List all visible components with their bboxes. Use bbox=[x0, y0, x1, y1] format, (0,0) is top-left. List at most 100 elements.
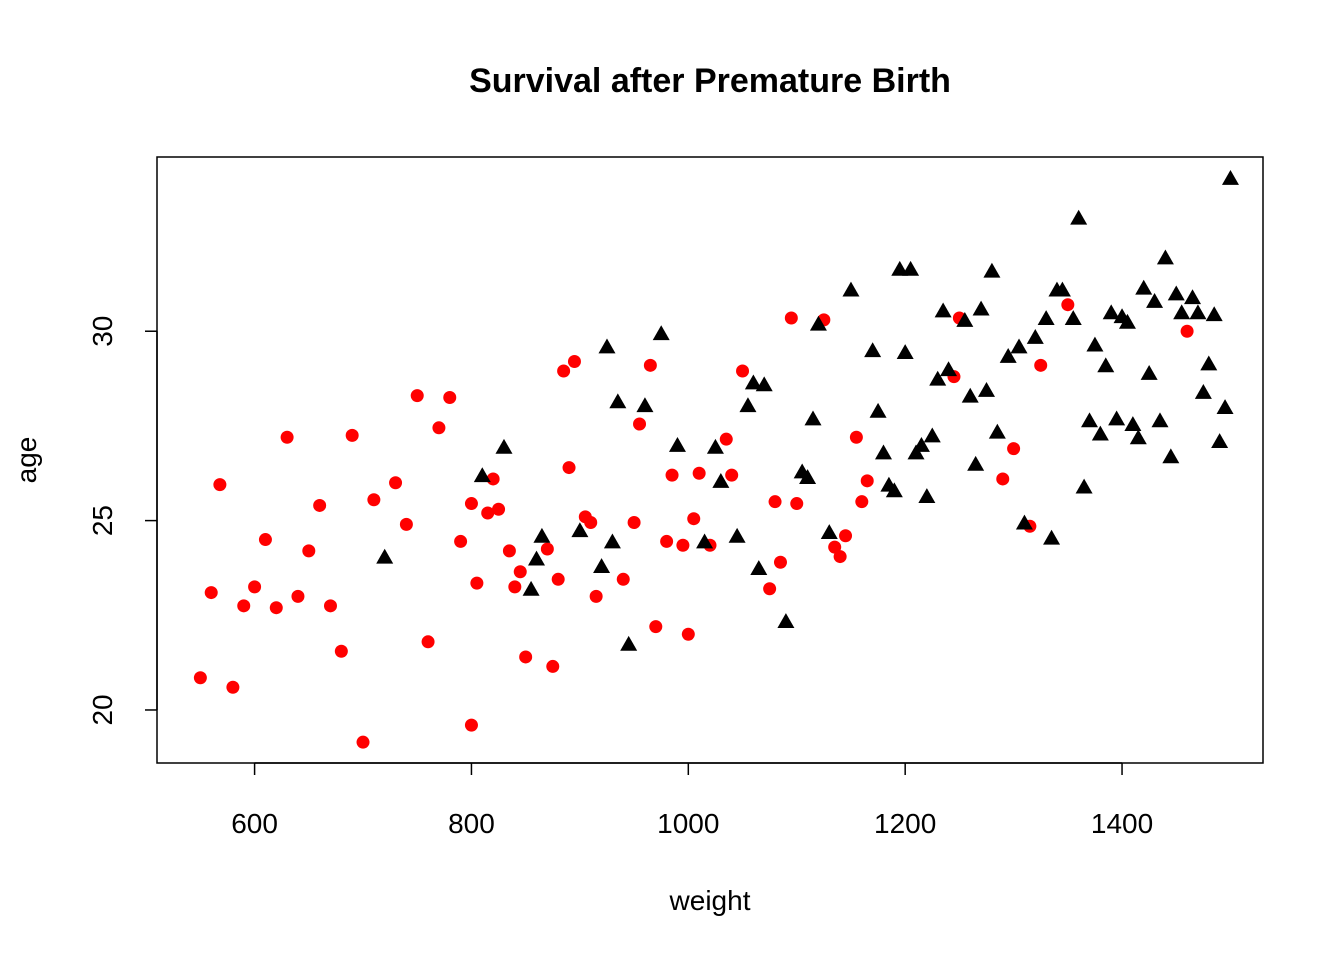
data-point-circle bbox=[773, 555, 787, 569]
data-point-circle bbox=[681, 627, 695, 641]
data-point-circle bbox=[291, 589, 305, 603]
plot-area-frame bbox=[156, 156, 1264, 764]
data-point-triangle bbox=[1070, 209, 1088, 225]
data-point-circle bbox=[454, 534, 468, 548]
data-point-triangle bbox=[972, 300, 990, 316]
data-point-triangle bbox=[961, 387, 979, 403]
y-tick-label: 20 bbox=[87, 694, 118, 725]
data-point-triangle bbox=[1129, 429, 1147, 445]
data-point-circle bbox=[345, 428, 359, 442]
data-point-triangle bbox=[636, 397, 654, 413]
data-point-circle bbox=[389, 476, 403, 490]
data-point-triangle bbox=[1135, 279, 1153, 295]
data-point-circle bbox=[736, 364, 750, 378]
data-point-triangle bbox=[891, 260, 909, 276]
data-point-circle bbox=[584, 515, 598, 529]
data-point-triangle bbox=[593, 558, 611, 574]
data-point-triangle bbox=[620, 635, 638, 651]
data-point-circle bbox=[546, 659, 560, 673]
data-point-circle bbox=[562, 461, 576, 475]
data-point-triangle bbox=[376, 548, 394, 564]
data-point-triangle bbox=[1221, 169, 1239, 185]
data-point-triangle bbox=[1026, 329, 1044, 344]
data-point-triangle bbox=[522, 580, 540, 596]
y-axis: 20 25 30 bbox=[87, 316, 158, 726]
data-point-circle bbox=[302, 544, 316, 558]
data-point-circle bbox=[849, 430, 863, 444]
data-point-triangle bbox=[1086, 336, 1104, 352]
data-point-circle bbox=[833, 550, 847, 564]
data-point-circle bbox=[692, 466, 706, 480]
data-point-circle bbox=[204, 586, 218, 600]
data-point-triangle bbox=[668, 436, 686, 452]
data-point-triangle bbox=[652, 325, 670, 341]
data-point-circle bbox=[790, 497, 804, 511]
data-point-triangle bbox=[923, 427, 941, 443]
data-point-circle bbox=[193, 671, 207, 685]
data-point-circle bbox=[768, 495, 782, 509]
data-points bbox=[193, 169, 1239, 749]
data-point-circle bbox=[508, 580, 522, 594]
data-point-triangle bbox=[956, 311, 974, 327]
data-point-triangle bbox=[706, 438, 724, 454]
data-point-circle bbox=[513, 565, 527, 579]
data-point-triangle bbox=[739, 397, 757, 413]
data-point-circle bbox=[633, 417, 647, 431]
data-point-triangle bbox=[728, 527, 746, 543]
data-point-circle bbox=[540, 542, 554, 556]
data-point-triangle bbox=[902, 260, 920, 276]
data-point-circle bbox=[1034, 358, 1048, 372]
data-point-triangle bbox=[929, 370, 947, 386]
data-point-circle bbox=[481, 506, 495, 520]
x-tick-label: 1400 bbox=[1091, 808, 1153, 839]
data-point-triangle bbox=[1118, 313, 1136, 329]
data-point-circle bbox=[248, 580, 262, 594]
data-point-triangle bbox=[1053, 281, 1071, 297]
data-point-circle bbox=[567, 355, 581, 369]
data-point-circle bbox=[432, 421, 446, 435]
data-point-triangle bbox=[912, 436, 930, 452]
data-point-circle bbox=[1007, 442, 1021, 456]
data-point-triangle bbox=[1216, 399, 1234, 414]
data-point-circle bbox=[1180, 324, 1194, 338]
data-point-triangle bbox=[809, 315, 827, 331]
data-point-circle bbox=[464, 718, 478, 732]
x-tick-label: 1200 bbox=[874, 808, 936, 839]
data-point-triangle bbox=[750, 560, 768, 575]
data-point-circle bbox=[725, 468, 739, 482]
data-point-circle bbox=[855, 495, 869, 509]
data-point-circle bbox=[399, 517, 413, 531]
data-point-triangle bbox=[1146, 293, 1164, 308]
data-point-triangle bbox=[1167, 285, 1185, 301]
data-point-triangle bbox=[571, 522, 589, 538]
data-point-circle bbox=[643, 358, 657, 372]
x-tick-label: 600 bbox=[231, 808, 278, 839]
data-point-triangle bbox=[907, 444, 925, 460]
data-point-triangle bbox=[1173, 304, 1191, 320]
data-point-triangle bbox=[1211, 433, 1229, 449]
data-point-triangle bbox=[820, 524, 838, 539]
data-point-triangle bbox=[1140, 365, 1158, 380]
data-point-circle bbox=[649, 620, 663, 634]
data-point-circle bbox=[839, 529, 853, 543]
data-point-triangle bbox=[528, 550, 546, 566]
data-point-triangle bbox=[940, 361, 958, 377]
data-point-circle bbox=[687, 512, 701, 526]
data-point-circle bbox=[519, 650, 533, 664]
data-point-circle bbox=[313, 498, 327, 512]
y-tick-label: 25 bbox=[87, 505, 118, 536]
data-point-triangle bbox=[473, 467, 491, 483]
data-point-triangle bbox=[712, 472, 730, 488]
data-point-circle bbox=[502, 544, 516, 558]
data-point-triangle bbox=[1015, 514, 1033, 530]
data-point-circle bbox=[589, 589, 603, 603]
data-point-circle bbox=[1061, 298, 1075, 312]
data-point-triangle bbox=[603, 533, 621, 549]
data-point-triangle bbox=[1162, 448, 1180, 464]
data-point-triangle bbox=[1124, 416, 1142, 432]
y-axis-label: age bbox=[11, 437, 42, 484]
data-point-triangle bbox=[799, 469, 817, 485]
data-point-circle bbox=[784, 311, 798, 325]
data-point-triangle bbox=[1064, 310, 1082, 325]
